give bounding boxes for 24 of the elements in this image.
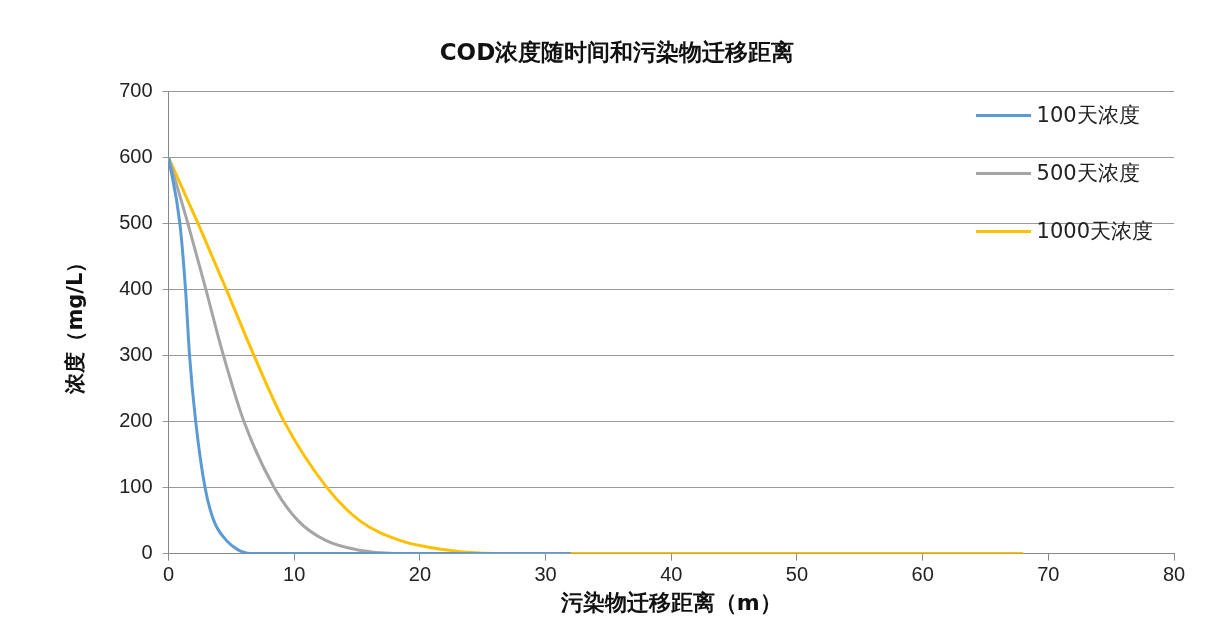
x-tick-label: 60 bbox=[911, 563, 934, 586]
x-tick-label: 0 bbox=[163, 563, 175, 586]
y-tick-label: 600 bbox=[119, 145, 153, 168]
y-tick-label: 200 bbox=[119, 409, 153, 432]
y-tick-label: 100 bbox=[119, 475, 153, 498]
x-tick-label: 50 bbox=[785, 563, 809, 586]
x-tick-label: 10 bbox=[283, 563, 306, 586]
line-series bbox=[168, 156, 1025, 554]
y-axis-title: 浓度（mg/L） bbox=[63, 251, 88, 395]
x-tick-label: 80 bbox=[1162, 563, 1186, 586]
chart-title: COD浓度随时间和污染物迁移距离 bbox=[439, 38, 795, 65]
x-tick-label: 30 bbox=[534, 563, 557, 586]
legend-label: 500天浓度 bbox=[1036, 160, 1140, 187]
x-axis-title: 污染物迁移距离（m） bbox=[559, 589, 782, 615]
y-tick-label: 300 bbox=[119, 343, 153, 366]
x-tick-label: 20 bbox=[408, 563, 432, 586]
x-tick-label: 70 bbox=[1037, 563, 1060, 586]
y-tick-label: 0 bbox=[141, 541, 153, 564]
legend-label: 1000天浓度 bbox=[1036, 218, 1153, 245]
y-tick-label: 500 bbox=[119, 211, 153, 234]
y-tick-label: 400 bbox=[119, 277, 153, 300]
x-tick-label: 40 bbox=[660, 563, 683, 586]
legend-label: 100天浓度 bbox=[1036, 102, 1140, 129]
y-tick-label: 700 bbox=[119, 79, 153, 102]
